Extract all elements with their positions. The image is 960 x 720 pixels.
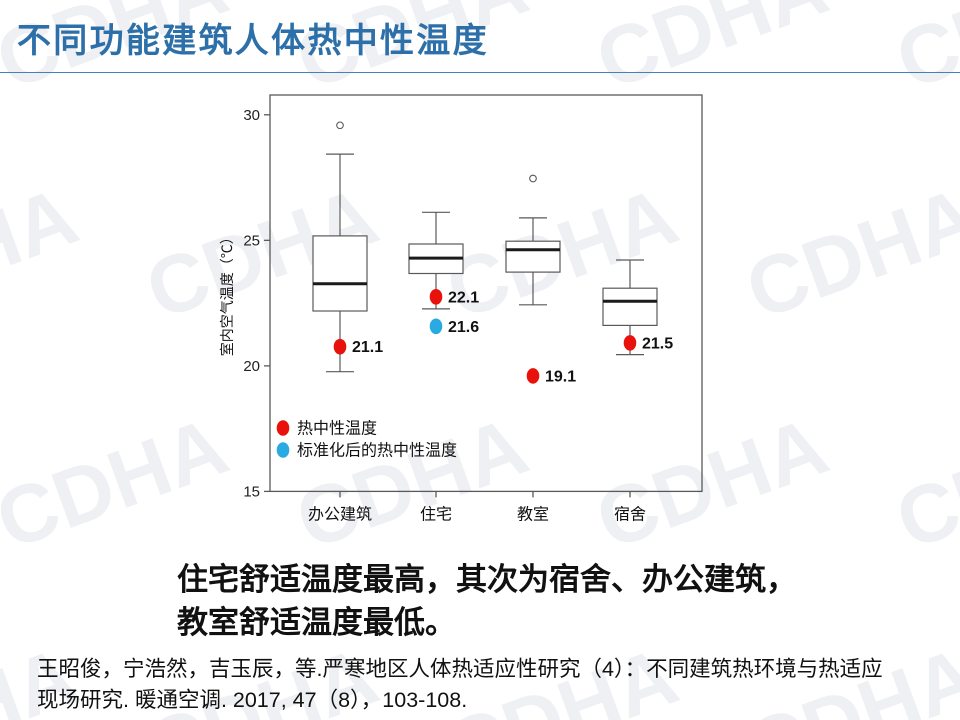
- svg-text:22.1: 22.1: [448, 289, 479, 306]
- svg-text:21.1: 21.1: [352, 339, 383, 356]
- svg-text:办公建筑: 办公建筑: [308, 505, 372, 523]
- svg-text:21.5: 21.5: [642, 335, 673, 352]
- svg-text:热中性温度: 热中性温度: [297, 420, 377, 438]
- svg-text:20: 20: [243, 358, 260, 375]
- svg-text:教室: 教室: [517, 505, 549, 523]
- svg-text:15: 15: [243, 483, 260, 500]
- svg-text:室内空气温度（℃）: 室内空气温度（℃）: [219, 230, 235, 356]
- svg-text:19.1: 19.1: [545, 368, 576, 385]
- svg-text:标准化后的热中性温度: 标准化后的热中性温度: [297, 442, 457, 460]
- svg-text:宿舍: 宿舍: [614, 505, 646, 523]
- svg-text:21.6: 21.6: [448, 319, 479, 336]
- svg-text:住宅: 住宅: [420, 505, 452, 523]
- svg-text:30: 30: [243, 107, 260, 124]
- svg-text:25: 25: [243, 232, 260, 249]
